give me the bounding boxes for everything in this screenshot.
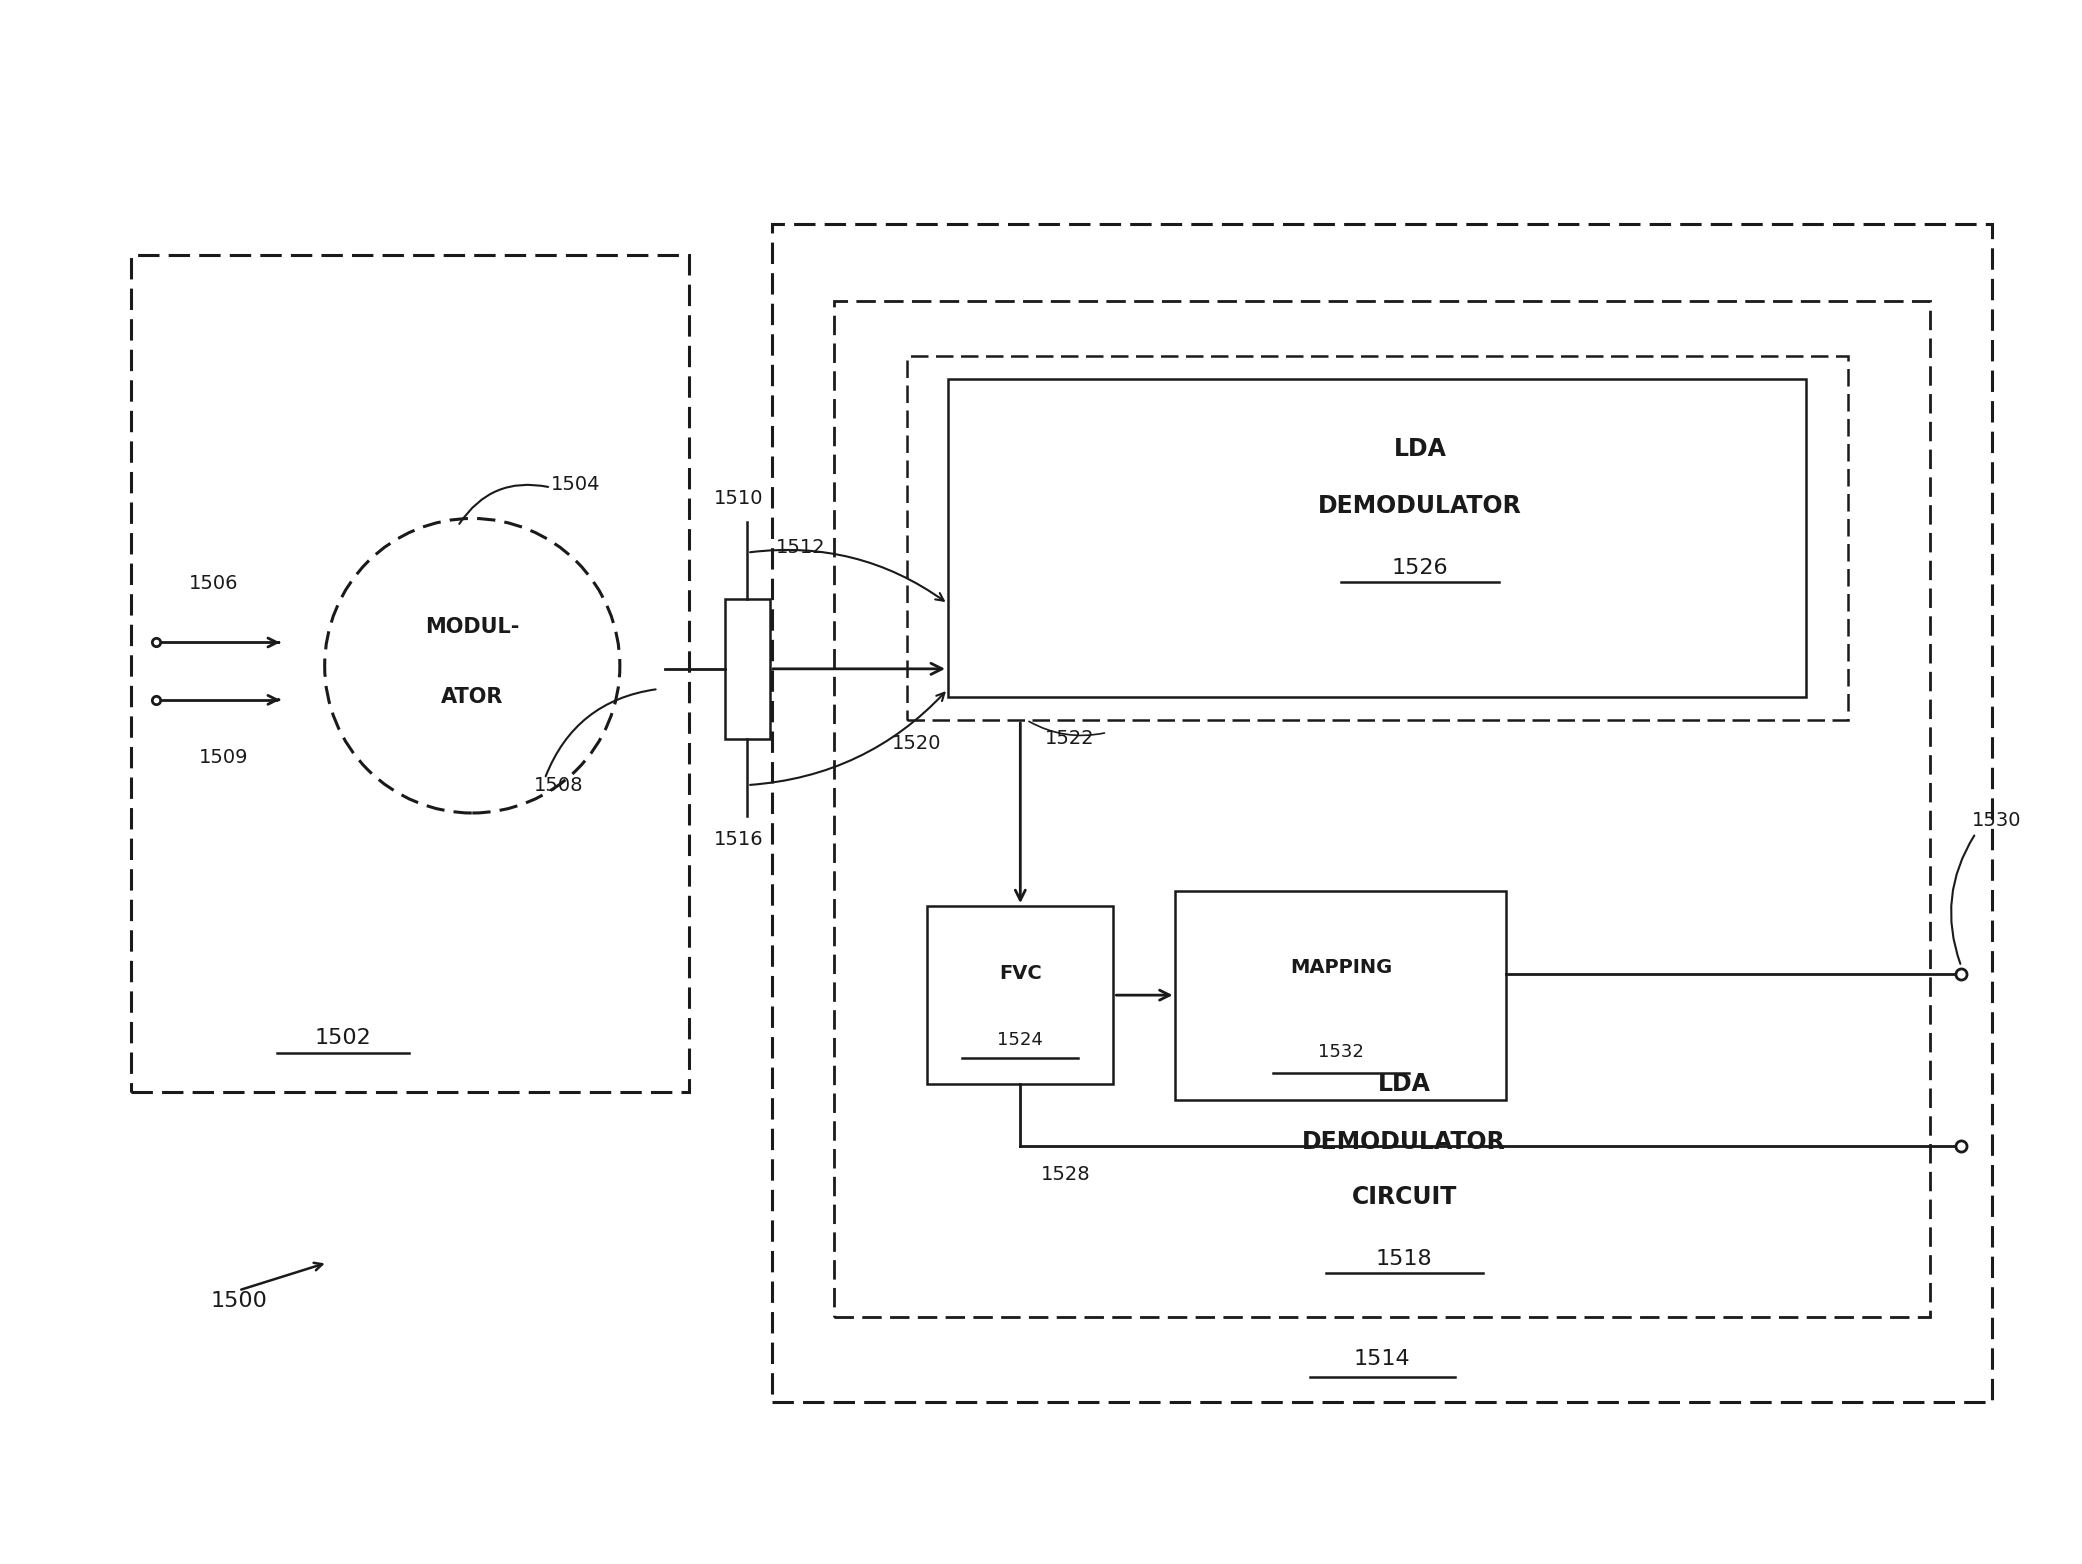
- Text: 1522: 1522: [1045, 729, 1095, 748]
- Text: 1500: 1500: [210, 1292, 266, 1311]
- Text: 1512: 1512: [777, 538, 827, 557]
- Text: 1516: 1516: [714, 830, 764, 849]
- Text: 1524: 1524: [997, 1031, 1043, 1049]
- Text: 1509: 1509: [200, 748, 250, 766]
- Text: LDA: LDA: [1393, 436, 1447, 461]
- Text: DEMODULATOR: DEMODULATOR: [1301, 1129, 1505, 1154]
- Text: DEMODULATOR: DEMODULATOR: [1318, 494, 1522, 518]
- Text: 1520: 1520: [893, 734, 941, 752]
- Text: 1526: 1526: [1391, 558, 1449, 579]
- Text: 1506: 1506: [189, 574, 239, 593]
- Text: 1504: 1504: [552, 475, 600, 494]
- Text: LDA: LDA: [1378, 1073, 1430, 1096]
- Text: CIRCUIT: CIRCUIT: [1351, 1186, 1457, 1209]
- Text: 1502: 1502: [314, 1028, 371, 1048]
- Text: 1514: 1514: [1353, 1348, 1410, 1368]
- Text: ATOR: ATOR: [441, 687, 504, 707]
- Text: MAPPING: MAPPING: [1289, 959, 1393, 978]
- Text: MODUL-: MODUL-: [425, 616, 518, 637]
- Text: FVC: FVC: [999, 965, 1041, 984]
- Text: 1508: 1508: [535, 776, 583, 795]
- Text: 1518: 1518: [1376, 1250, 1432, 1270]
- Text: 1530: 1530: [1972, 812, 2022, 830]
- Text: 1528: 1528: [1041, 1165, 1091, 1184]
- Text: 1510: 1510: [714, 490, 764, 508]
- Text: 1532: 1532: [1318, 1043, 1364, 1060]
